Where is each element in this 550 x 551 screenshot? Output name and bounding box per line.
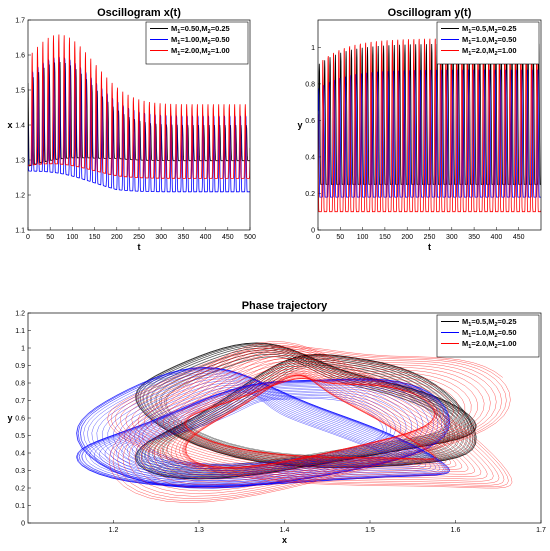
y-tick-label: 0.7 <box>15 398 25 405</box>
y-tick-label: 0.4 <box>15 451 25 458</box>
y-tick-label: 0 <box>311 228 315 235</box>
x-tick-label: 1.5 <box>365 527 375 534</box>
chart-title: Phase trajectory <box>242 300 328 312</box>
x-tick-label: 0 <box>26 234 30 241</box>
y-tick-label: 0.3 <box>15 468 25 475</box>
x-tick-label: 400 <box>491 234 503 241</box>
y-tick-label: 0 <box>21 521 25 528</box>
y-tick-label: 1 <box>311 45 315 52</box>
series-line-M1=2.00,M2=1.00 <box>28 34 250 179</box>
legend-entry: M1=0.5,M2=0.25 <box>462 24 517 35</box>
plot-frame <box>317 19 542 231</box>
legend-entry: M1=0.5,M2=0.25 <box>462 317 517 328</box>
x-tick-label: 250 <box>424 234 436 241</box>
legend-entry: M1=2.00,M2=1.00 <box>171 46 230 57</box>
y-tick-label: 1.1 <box>15 328 25 335</box>
y-tick-label: 1.5 <box>15 88 25 95</box>
x-tick-label: 100 <box>67 234 79 241</box>
y-tick-label: 1.4 <box>15 123 25 130</box>
plot-frame <box>27 312 542 524</box>
x-tick-label: 1.7 <box>536 527 546 534</box>
y-tick-label: 1.7 <box>15 18 25 25</box>
series-line-M1=1.0,M2=0.50 <box>76 367 451 489</box>
y-tick-label: 0.8 <box>305 81 315 88</box>
y-tick-label: 0.2 <box>305 191 315 198</box>
x-tick-label: 200 <box>111 234 123 241</box>
x-axis-label: x <box>282 535 287 545</box>
legend-yt: M1=0.5,M2=0.25M1=1.0,M2=0.50M1=2.0,M2=1.… <box>436 21 540 65</box>
plot-frame <box>27 19 251 231</box>
legend-entry: M1=1.0,M2=0.50 <box>462 328 517 339</box>
x-tick-label: 1.2 <box>109 527 119 534</box>
y-axis-label: y <box>297 120 302 130</box>
x-tick-label: 1.3 <box>194 527 204 534</box>
x-axis-label: t <box>138 242 141 252</box>
legend-entry: M1=2.0,M2=1.00 <box>462 46 517 57</box>
y-tick-label: 0.4 <box>305 154 315 161</box>
y-tick-label: 0.9 <box>15 363 25 370</box>
y-tick-label: 0.6 <box>305 118 315 125</box>
x-tick-label: 1.4 <box>280 527 290 534</box>
legend-entry: M1=2.0,M2=1.00 <box>462 339 517 350</box>
x-tick-label: 300 <box>446 234 458 241</box>
x-tick-label: 350 <box>468 234 480 241</box>
x-tick-label: 200 <box>401 234 413 241</box>
x-tick-label: 400 <box>200 234 212 241</box>
chart-title: Oscillogram y(t) <box>388 7 472 19</box>
y-tick-label: 1.3 <box>15 158 25 165</box>
x-tick-label: 450 <box>513 234 525 241</box>
chart-title: Oscillogram x(t) <box>97 7 181 19</box>
legend-entry: M1=1.0,M2=0.50 <box>462 35 517 46</box>
y-tick-label: 1.1 <box>15 228 25 235</box>
series-group <box>28 34 250 193</box>
x-tick-label: 50 <box>336 234 344 241</box>
legend-xt: M1=0.50,M2=0.25M1=1.00,M2=0.50M1=2.00,M2… <box>145 21 249 65</box>
x-tick-label: 500 <box>244 234 256 241</box>
x-tick-label: 50 <box>46 234 54 241</box>
y-axis-label: x <box>7 120 12 130</box>
legend-entry: M1=0.50,M2=0.25 <box>171 24 230 35</box>
series-group <box>318 38 541 213</box>
y-tick-label: 0.5 <box>15 433 25 440</box>
y-tick-label: 0.8 <box>15 381 25 388</box>
x-tick-label: 150 <box>89 234 101 241</box>
x-tick-label: 450 <box>222 234 234 241</box>
x-tick-label: 250 <box>133 234 145 241</box>
x-axis-label: t <box>428 242 431 252</box>
x-tick-label: 0 <box>316 234 320 241</box>
y-tick-label: 1 <box>21 346 25 353</box>
y-tick-label: 1.2 <box>15 311 25 318</box>
x-tick-label: 150 <box>379 234 391 241</box>
x-tick-label: 300 <box>155 234 167 241</box>
series-line-M1=2.0,M2=1.00 <box>318 38 541 213</box>
y-tick-label: 0.2 <box>15 486 25 493</box>
x-tick-label: 1.6 <box>451 527 461 534</box>
legend-entry: M1=1.00,M2=0.50 <box>171 35 230 46</box>
y-tick-label: 1.2 <box>15 193 25 200</box>
series-line-M1=0.5,M2=0.25 <box>135 342 477 480</box>
series-group <box>76 341 513 503</box>
y-tick-label: 1.6 <box>15 53 25 60</box>
x-tick-label: 100 <box>357 234 369 241</box>
series-line-M1=2.0,M2=1.00 <box>107 341 513 503</box>
y-tick-label: 0.6 <box>15 416 25 423</box>
y-tick-label: 0.1 <box>15 503 25 510</box>
y-axis-label: y <box>7 413 12 423</box>
x-tick-label: 350 <box>178 234 190 241</box>
legend-phase: M1=0.5,M2=0.25M1=1.0,M2=0.50M1=2.0,M2=1.… <box>436 314 540 358</box>
